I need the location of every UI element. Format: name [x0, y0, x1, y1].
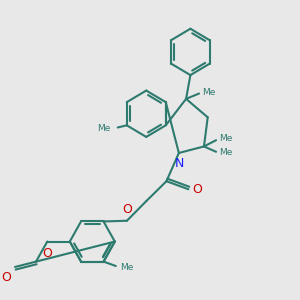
Text: O: O	[42, 247, 52, 260]
Text: Me: Me	[97, 124, 110, 134]
Text: O: O	[122, 203, 132, 216]
Text: N: N	[175, 157, 184, 169]
Text: Me: Me	[121, 263, 134, 272]
Text: Me: Me	[220, 134, 233, 143]
Text: O: O	[192, 183, 202, 196]
Text: O: O	[2, 271, 12, 284]
Text: Me: Me	[220, 148, 233, 158]
Text: Me: Me	[202, 88, 216, 97]
